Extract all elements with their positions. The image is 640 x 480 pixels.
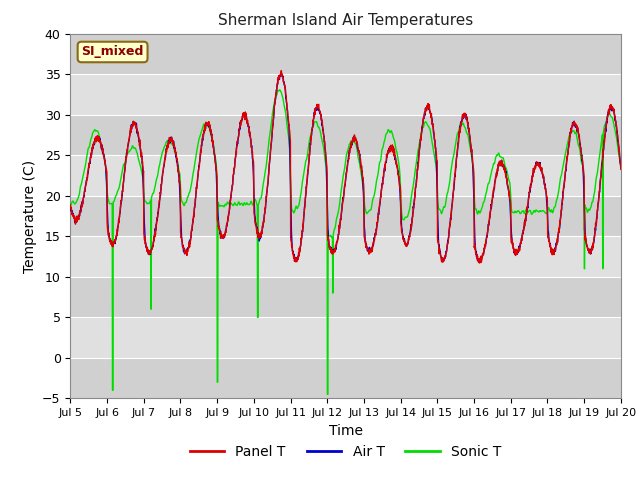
X-axis label: Time: Time (328, 424, 363, 438)
Air T (569, 120, 577, 125)
Air T (362, 241, 369, 247)
Bar (70, 155, 621, 196)
Bar (70, 196, 621, 236)
Sonic T (584, 209, 592, 215)
Sonic T (67, 202, 74, 207)
Legend: Panel T, Air T, Sonic T: Panel T, Air T, Sonic T (184, 439, 507, 465)
Sonic T (276, 87, 284, 93)
Bar (70, 358, 621, 398)
Panel T (220, 234, 228, 240)
Panel T (277, 68, 285, 73)
Panel T (362, 239, 369, 244)
Panel T (476, 260, 483, 266)
Panel T (584, 246, 592, 252)
Line: Panel T: Panel T (70, 71, 621, 263)
Air T (277, 70, 285, 75)
Sonic T (569, 128, 577, 134)
Panel T (569, 120, 577, 126)
Sonic T (362, 208, 370, 214)
Panel T (617, 167, 625, 172)
Bar (70, 236, 621, 277)
Air T (584, 247, 592, 253)
Air T (476, 260, 484, 265)
Bar (70, 277, 621, 317)
Panel T (67, 202, 74, 208)
Sonic T (220, 204, 228, 210)
Line: Sonic T: Sonic T (70, 90, 621, 395)
Text: SI_mixed: SI_mixed (81, 46, 144, 59)
Air T (67, 205, 74, 211)
Sonic T (506, 181, 514, 187)
Line: Air T: Air T (70, 72, 621, 263)
Bar (70, 34, 621, 74)
Bar (70, 115, 621, 155)
Sonic T (374, 172, 381, 178)
Title: Sherman Island Air Temperatures: Sherman Island Air Temperatures (218, 13, 473, 28)
Bar (70, 74, 621, 115)
Bar (70, 317, 621, 358)
Y-axis label: Temperature (C): Temperature (C) (22, 159, 36, 273)
Air T (506, 198, 514, 204)
Panel T (506, 196, 514, 202)
Sonic T (324, 392, 332, 397)
Panel T (374, 219, 381, 225)
Sonic T (617, 163, 625, 169)
Air T (374, 219, 381, 225)
Air T (617, 160, 625, 166)
Air T (220, 233, 228, 239)
